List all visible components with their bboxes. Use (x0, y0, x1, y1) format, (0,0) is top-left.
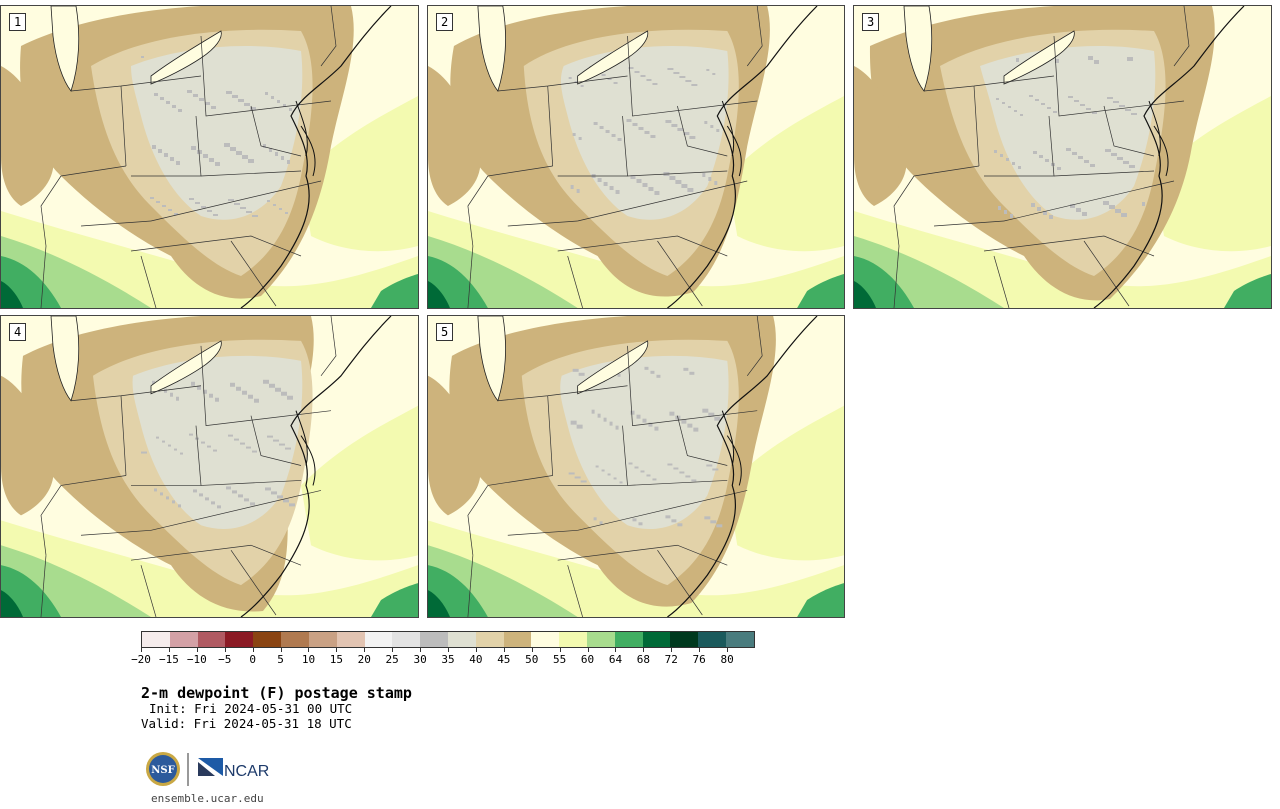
colorbar-tick-label: 10 (301, 653, 316, 666)
panel-number: 5 (436, 323, 454, 341)
dewpoint-map (428, 316, 844, 617)
colorbar-swatch (559, 632, 587, 647)
colorbar-tick-label: 72 (664, 653, 678, 666)
colorbar-swatch (503, 632, 532, 647)
colorbar-swatch (531, 632, 560, 647)
stamp-panel-2: 2 (427, 5, 845, 309)
colorbar-tick-label: 15 (329, 653, 343, 666)
colorbar-tick-label: 0 (249, 653, 256, 666)
stamp-panel-5: 5 (427, 315, 845, 618)
colorbar-tick-label: 5 (277, 653, 284, 666)
colorbar-ticks: −20 −15 −10 −5 0 5 10 15 20 25 30 35 40 45 50 55 60 64 68 7… (131, 648, 755, 668)
colorbar-tick (531, 648, 533, 652)
colorbar-tick-label: 40 (469, 653, 483, 666)
colorbar-tick-label: 35 (441, 653, 455, 666)
ncar-logo-text: NCAR (224, 763, 269, 780)
colorbar-tick-label: 80 (720, 653, 734, 666)
colorbar-tick-label: 25 (385, 653, 399, 666)
colorbar-tick-label: 20 (357, 653, 371, 666)
colorbar-tick (336, 648, 338, 652)
colorbar-tick-label: −5 (218, 653, 232, 666)
colorbar-tick (503, 648, 505, 652)
stamp-panel-3: 3 (853, 5, 1272, 309)
colorbar-tick (727, 648, 729, 652)
colorbar-swatch (169, 632, 198, 647)
colorbar-tick (420, 648, 422, 652)
colorbar-tick (141, 648, 142, 652)
colorbar-swatch (392, 632, 421, 647)
colorbar-tick-label: 60 (580, 653, 595, 666)
colorbar-tick-label: 45 (497, 653, 511, 666)
dewpoint-map (1, 316, 418, 617)
ncar-logo-icon: NCAR (198, 758, 269, 780)
site-url: ensemble.ucar.edu (151, 792, 264, 805)
colorbar-tick (280, 648, 282, 652)
colorbar-tick-label: 64 (608, 653, 623, 666)
colorbar-swatch (420, 632, 448, 647)
colorbar-tick (671, 648, 673, 652)
colorbar-tick-label: −15 (158, 653, 179, 666)
colorbar-tick (168, 648, 170, 652)
colorbar-swatch (587, 632, 615, 647)
colorbar-tick (448, 648, 449, 652)
init-time: Init: Fri 2024-05-31 00 UTC (149, 701, 353, 716)
dewpoint-map (1, 6, 418, 308)
dewpoint-map (854, 6, 1271, 308)
colorbar-swatch (281, 632, 309, 647)
colorbar-swatch (642, 632, 671, 647)
colorbar-tick (475, 648, 477, 652)
colorbar-tick (364, 648, 366, 652)
colorbar-swatch (698, 632, 727, 647)
colorbar-swatch (447, 632, 476, 647)
chart-title: 2-m dewpoint (F) postage stamp (141, 684, 412, 702)
logos: NSF NCAR (145, 750, 275, 790)
panel-number: 2 (436, 13, 454, 31)
colorbar-tick-label: −20 (131, 653, 151, 666)
colorbar-tick-label: 68 (636, 653, 650, 666)
colorbar-swatch (726, 632, 754, 647)
colorbar-tick-label: −10 (186, 653, 207, 666)
colorbar-tick (196, 648, 198, 652)
colorbar-tick-label: 55 (553, 653, 567, 666)
valid-time: Valid: Fri 2024-05-31 18 UTC (141, 716, 352, 731)
colorbar-swatch (253, 632, 282, 647)
panel-number: 1 (9, 13, 27, 31)
panel-number: 4 (9, 323, 27, 341)
colorbar-swatch (197, 632, 226, 647)
colorbar-tick (643, 648, 645, 652)
colorbar-swatch (475, 632, 504, 647)
nsf-logo-text: NSF (151, 765, 174, 776)
colorbar-swatch (225, 632, 254, 647)
colorbar-swatch (142, 632, 170, 647)
colorbar-tick-label: 30 (413, 653, 427, 666)
colorbar-tick-label: 50 (525, 653, 539, 666)
colorbar-swatch (670, 632, 699, 647)
colorbar-swatch (614, 632, 643, 647)
colorbar-swatch (308, 632, 337, 647)
colorbar-tick (699, 648, 701, 652)
colorbar-tick (308, 648, 310, 652)
colorbar-swatch (336, 632, 365, 647)
panel-number: 3 (862, 13, 880, 31)
colorbar-tick (615, 648, 617, 652)
colorbar (141, 631, 755, 648)
dewpoint-map (428, 6, 844, 308)
colorbar-swatch (364, 632, 393, 647)
colorbar-tick (252, 648, 254, 652)
colorbar-tick (559, 648, 561, 652)
nsf-logo-icon: NSF (146, 752, 180, 786)
stamp-panel-4: 4 (0, 315, 419, 618)
colorbar-tick (587, 648, 589, 652)
colorbar-tick (392, 648, 394, 652)
colorbar-tick-label: 76 (692, 653, 706, 666)
colorbar-tick (224, 648, 226, 652)
stamp-panel-1: 1 (0, 5, 419, 309)
